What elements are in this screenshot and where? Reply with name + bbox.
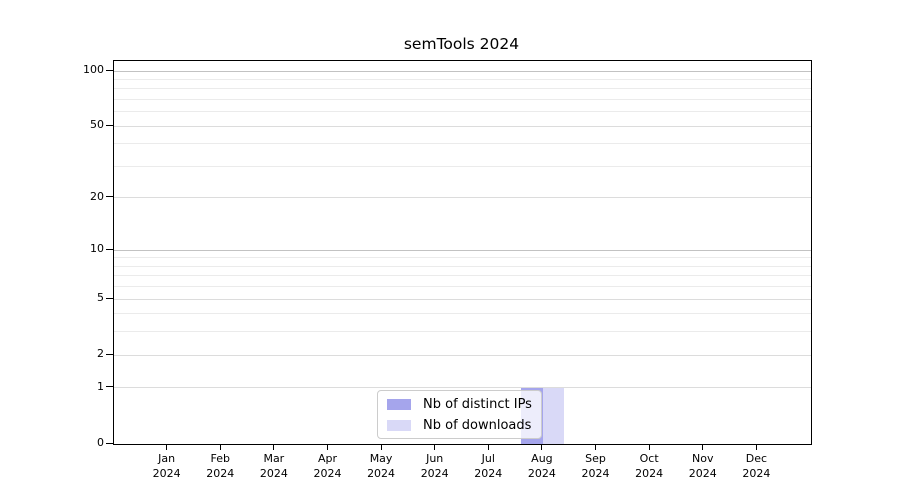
gridline-minor	[114, 265, 811, 267]
y-tick-mark	[106, 353, 113, 355]
gridline-minor	[114, 78, 811, 80]
x-tick-mark	[702, 444, 704, 450]
x-tick-label: Dec 2024	[742, 452, 771, 480]
y-tick-label: 10	[90, 242, 104, 256]
gridline-minor	[114, 111, 811, 113]
x-tick-mark	[434, 444, 436, 450]
y-tick-mark	[106, 196, 113, 198]
x-tick-label: Apr 2024	[313, 452, 342, 480]
legend-entry: Nb of downloads	[387, 416, 532, 434]
y-tick-label: 50	[90, 118, 104, 132]
y-tick-label: 0	[97, 436, 104, 449]
y-tick-mark	[106, 386, 113, 388]
gridline-major	[114, 387, 811, 389]
gridline-minor	[114, 88, 811, 90]
gridline-minor	[114, 275, 811, 277]
plot-area: Nb of distinct IPs Nb of downloads	[113, 60, 812, 445]
distinct-ips-swatch	[387, 398, 411, 410]
gridline-minor	[114, 286, 811, 288]
y-tick-mark	[106, 124, 113, 126]
y-tick-mark	[106, 248, 113, 250]
y-tick-label: 5	[97, 291, 104, 305]
y-tick-label: 20	[90, 189, 104, 203]
gridline-minor	[114, 165, 811, 167]
x-tick-mark	[380, 444, 382, 450]
legend-label: Nb of distinct IPs	[423, 396, 532, 412]
x-tick-mark	[326, 444, 328, 450]
x-tick-mark	[595, 444, 597, 450]
gridline-minor	[114, 257, 811, 259]
chart-title: semTools 2024	[403, 35, 520, 53]
gridline-minor	[114, 143, 811, 145]
x-tick-label: Jun 2024	[420, 452, 449, 480]
x-tick-label: Aug 2024	[527, 452, 556, 480]
gridline-major	[114, 298, 811, 300]
y-tick-label: 100	[83, 63, 104, 76]
x-tick-label: Jan 2024	[152, 452, 181, 480]
gridline-major	[114, 70, 811, 72]
y-tick-mark	[106, 69, 113, 71]
x-tick-mark	[541, 444, 543, 450]
y-tick-label: 1	[97, 379, 104, 393]
legend-entry: Nb of distinct IPs	[387, 395, 532, 413]
x-tick-mark	[219, 444, 221, 450]
gridline-major	[114, 354, 811, 356]
x-tick-mark	[166, 444, 168, 450]
gridline-major	[114, 125, 811, 127]
gridline-major	[114, 249, 811, 251]
y-tick-mark	[106, 297, 113, 299]
gridline-minor	[114, 98, 811, 100]
gridline-minor	[114, 331, 811, 333]
y-tick-label: 2	[97, 347, 104, 361]
x-tick-label: Jul 2024	[474, 452, 503, 480]
downloads-swatch	[387, 419, 411, 431]
x-tick-label: Feb 2024	[206, 452, 235, 480]
x-tick-mark	[273, 444, 275, 450]
x-tick-label: Sep 2024	[581, 452, 610, 480]
gridline-minor	[114, 313, 811, 315]
x-tick-label: Nov 2024	[688, 452, 717, 480]
x-tick-label: Oct 2024	[635, 452, 664, 480]
x-tick-mark	[755, 444, 757, 450]
legend-label: Nb of downloads	[423, 417, 532, 433]
x-tick-mark	[648, 444, 650, 450]
x-tick-mark	[487, 444, 489, 450]
x-tick-label: Mar 2024	[259, 452, 288, 480]
gridline-major	[114, 197, 811, 199]
x-tick-label: May 2024	[367, 452, 396, 480]
y-tick-mark	[106, 442, 113, 444]
legend: Nb of distinct IPs Nb of downloads	[377, 390, 542, 439]
bar-downloads	[542, 387, 565, 444]
